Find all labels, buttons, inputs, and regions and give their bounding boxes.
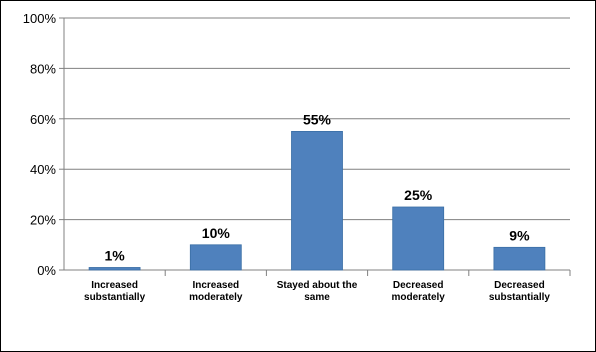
y-tick-label: 40% [30, 162, 56, 177]
category-label-line: Increased [91, 280, 138, 291]
category-label-line: Decreased [393, 280, 444, 291]
y-tick-label: 60% [30, 112, 56, 127]
y-tick-label: 100% [23, 11, 57, 26]
category-label-line: Increased [192, 280, 239, 291]
category-label-line: moderately [392, 292, 446, 303]
y-tick-label: 80% [30, 61, 56, 76]
category-label-line: substantially [489, 292, 551, 303]
y-tick-label: 20% [30, 213, 56, 228]
bars [88, 130, 546, 271]
category-label-line: moderately [189, 292, 243, 303]
category-label: Decreased substantially [489, 280, 551, 303]
data-label: 25% [404, 187, 433, 203]
bar [493, 246, 546, 271]
category-label-line: Decreased [494, 280, 545, 291]
category-label: Stayed about the same [277, 280, 358, 303]
y-axis-ticks: 0% 20% 40% 60% 80% 100% [23, 11, 64, 278]
category-label: Increased substantially [84, 280, 146, 303]
data-label: 55% [303, 111, 332, 127]
category-label: Increased moderately [189, 280, 243, 303]
category-label: Decreased moderately [392, 280, 446, 303]
category-label-line: same [304, 292, 330, 303]
data-label: 1% [104, 247, 125, 263]
data-label: 10% [202, 225, 231, 241]
y-tick-label: 0% [37, 263, 56, 278]
bar [392, 206, 445, 271]
bar [189, 244, 242, 271]
bar [88, 267, 141, 271]
category-label-line: Stayed about the [277, 280, 358, 291]
gridlines [64, 17, 570, 271]
data-labels: 1% 10% 55% 25% 9% [104, 111, 530, 263]
data-label: 9% [509, 227, 530, 243]
category-label-line: substantially [84, 292, 146, 303]
bar [291, 130, 343, 271]
